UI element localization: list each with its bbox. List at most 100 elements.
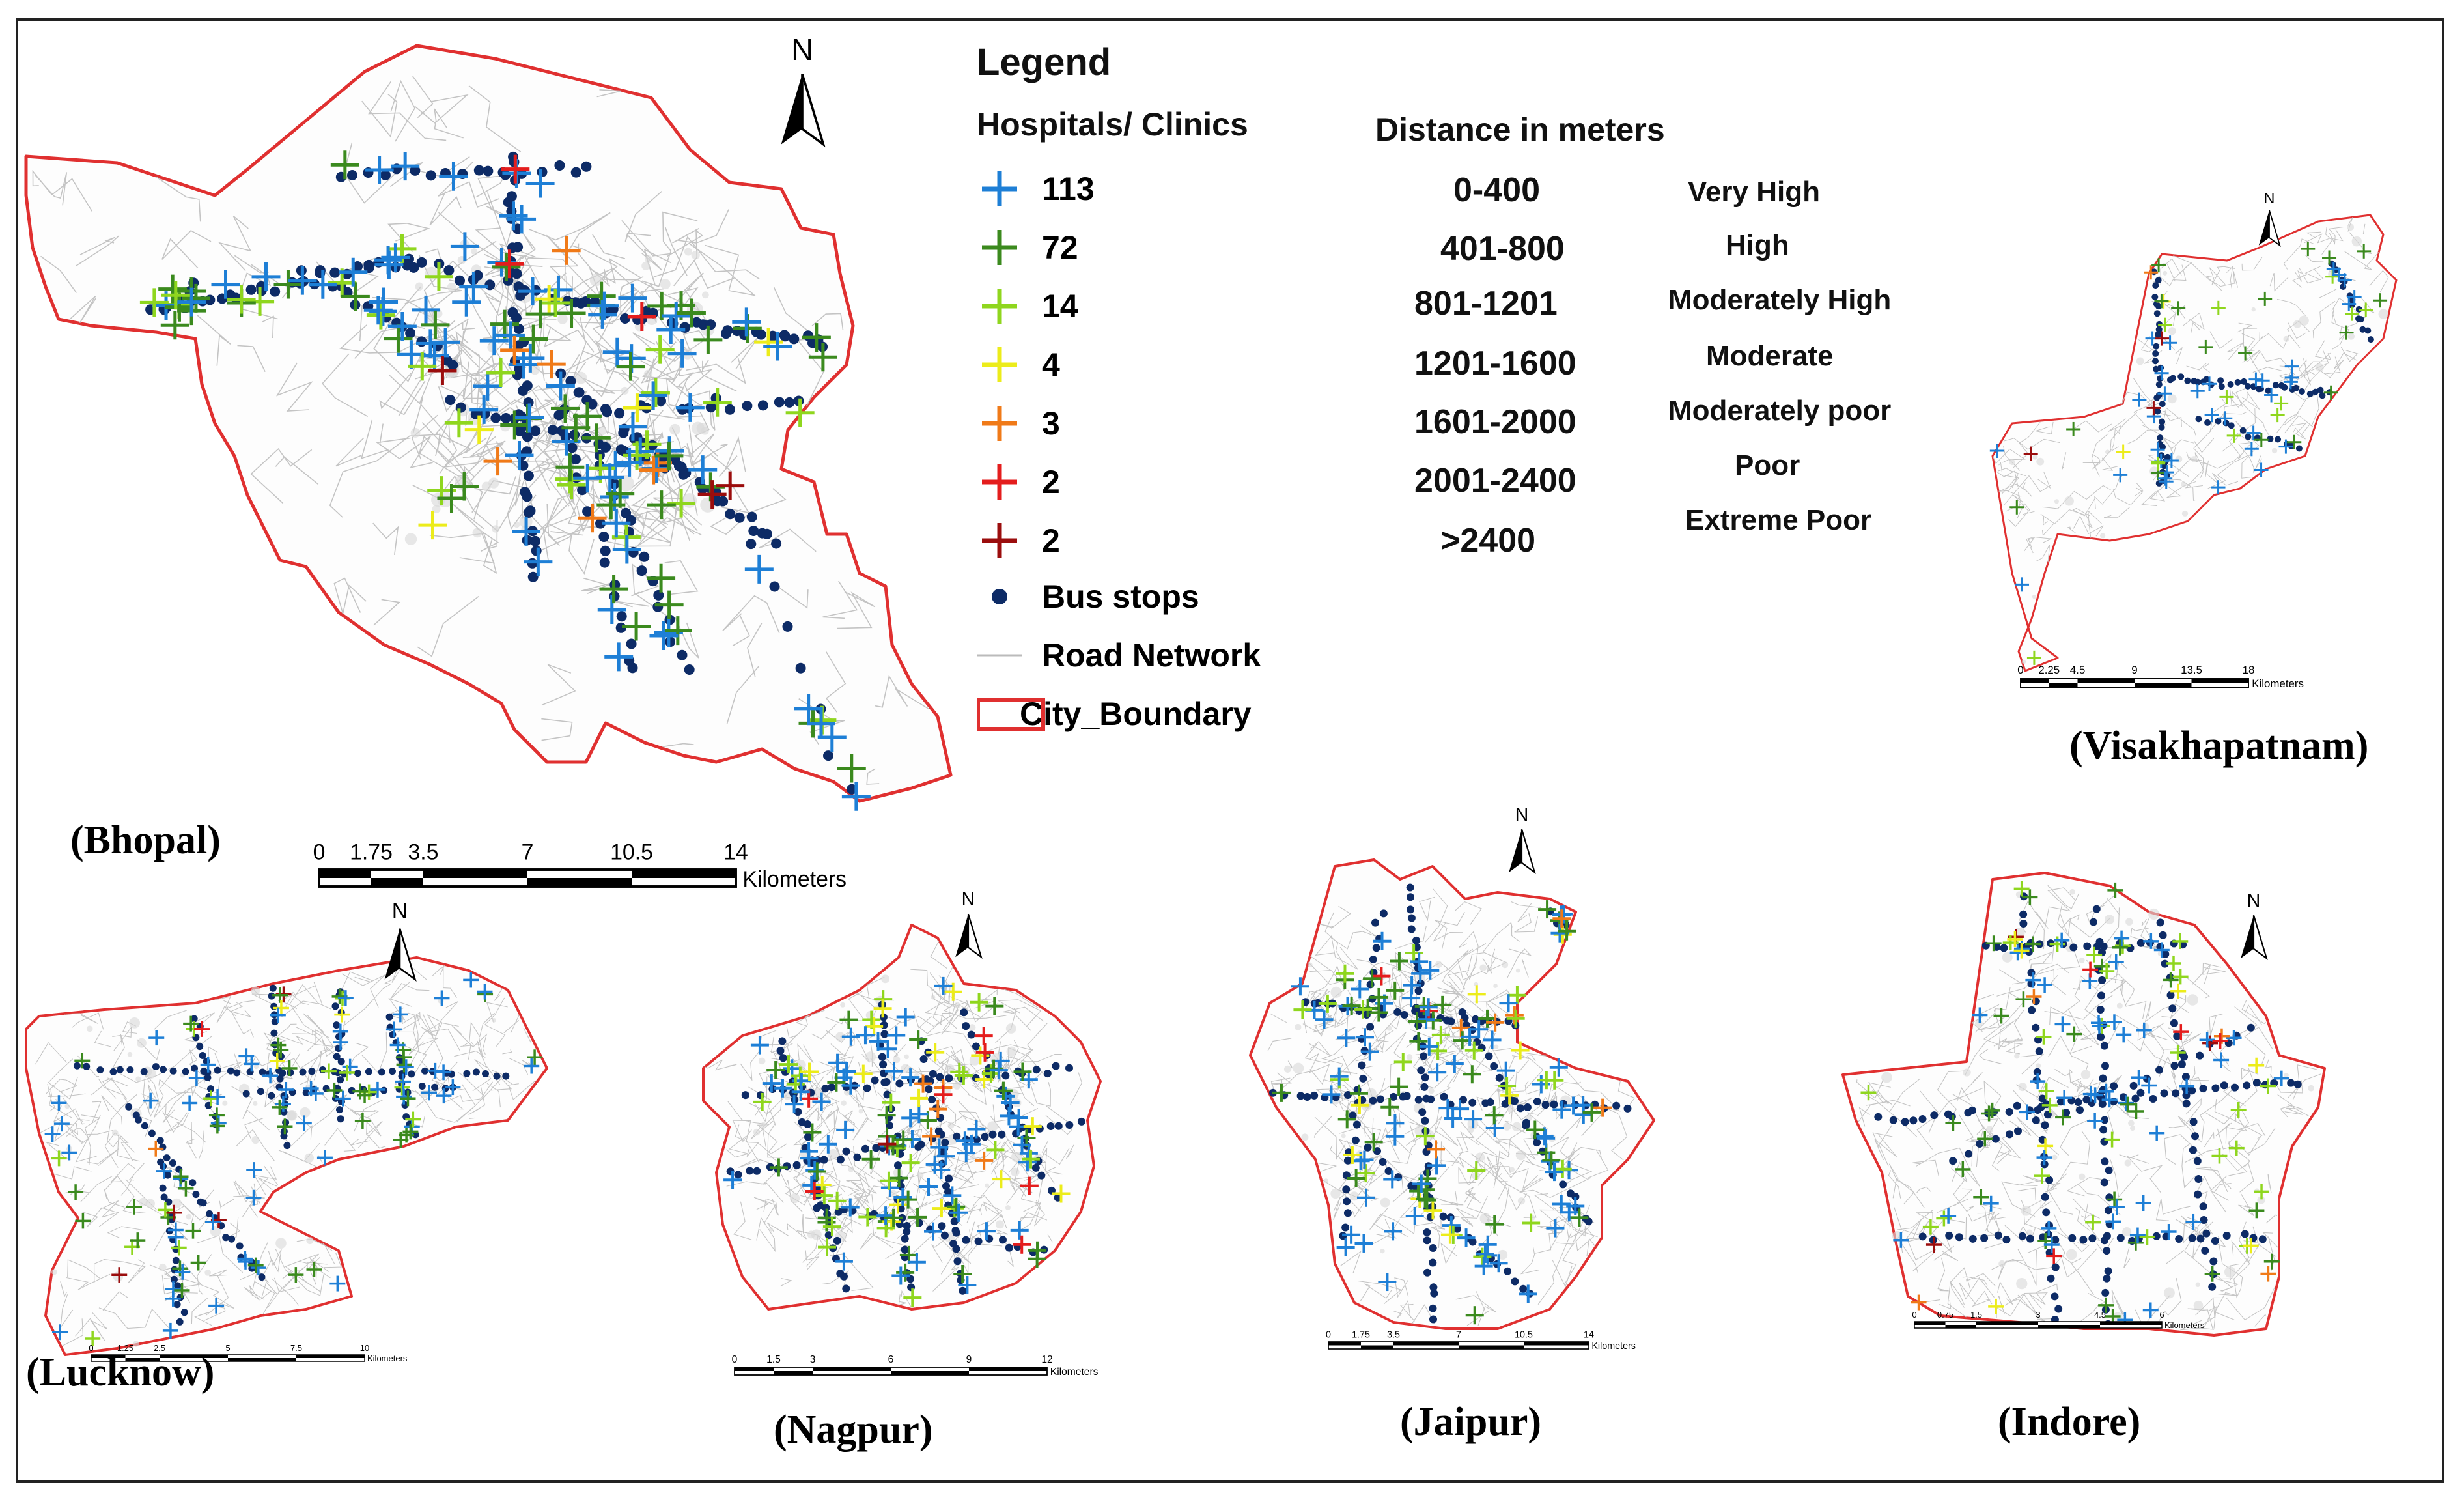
bus-stop bbox=[189, 1179, 197, 1187]
hospital-marker bbox=[158, 274, 188, 304]
bus-stop bbox=[2100, 1042, 2108, 1050]
hospital-marker bbox=[837, 1062, 856, 1081]
built-up-area bbox=[2079, 1173, 2086, 1180]
hospital-marker bbox=[262, 1068, 279, 1084]
hospital-marker bbox=[1453, 1031, 1472, 1050]
built-up-area bbox=[2009, 459, 2015, 466]
bus-stop bbox=[73, 1062, 81, 1070]
bus-stop bbox=[445, 395, 456, 405]
built-up-area bbox=[222, 1100, 228, 1106]
hospital-marker bbox=[2150, 442, 2165, 457]
hospital-marker bbox=[1380, 1098, 1399, 1116]
plus-icon bbox=[977, 518, 1022, 563]
hospital-marker bbox=[335, 1090, 351, 1107]
hospital-marker bbox=[2114, 930, 2130, 946]
built-up-area bbox=[645, 255, 652, 263]
built-up-area bbox=[1301, 1133, 1309, 1141]
hospital-marker bbox=[878, 1135, 897, 1154]
hospital-marker bbox=[1360, 1042, 1379, 1061]
bus-stop bbox=[1005, 1243, 1013, 1252]
bus-stop bbox=[600, 442, 611, 453]
hospital-marker bbox=[174, 1283, 190, 1299]
hospital-marker bbox=[424, 262, 453, 291]
scale-tick-label: 14 bbox=[723, 840, 748, 864]
bus-stop bbox=[1349, 1111, 1357, 1120]
hospital-marker bbox=[1478, 1235, 1497, 1254]
built-up-area bbox=[139, 1197, 148, 1207]
hospital-marker bbox=[1593, 1098, 1612, 1117]
bus-stop bbox=[928, 1096, 936, 1104]
hospital-marker bbox=[395, 1073, 411, 1090]
bus-stop bbox=[755, 329, 766, 340]
built-up-area bbox=[1515, 968, 1520, 973]
bus-stop bbox=[574, 387, 585, 398]
scale-tick-label: 9 bbox=[966, 1354, 972, 1365]
hospital-marker bbox=[412, 295, 441, 324]
bus-stop bbox=[2155, 277, 2162, 284]
bus-stop bbox=[1504, 1267, 1512, 1275]
built-up-area bbox=[2251, 307, 2256, 312]
hospital-marker bbox=[525, 300, 555, 329]
bus-stop bbox=[199, 1052, 206, 1059]
bus-stop bbox=[824, 1231, 833, 1240]
bus-stop bbox=[581, 161, 592, 172]
bus-stop bbox=[1001, 1071, 1010, 1080]
bus-stop bbox=[214, 1066, 221, 1074]
hospital-marker bbox=[2248, 1202, 2265, 1219]
accessibility-label: Extreme Poor bbox=[1685, 504, 1872, 536]
bus-stop bbox=[1358, 1061, 1366, 1070]
hospital-marker bbox=[1023, 1117, 1042, 1136]
built-up-area bbox=[1498, 1249, 1508, 1260]
hospital-marker bbox=[645, 335, 675, 364]
bus-stop bbox=[2079, 1236, 2088, 1244]
hospital-marker bbox=[1354, 1000, 1373, 1019]
hospital-marker bbox=[807, 1162, 826, 1181]
built-up-area bbox=[1330, 1188, 1341, 1199]
hospital-marker bbox=[1522, 1213, 1541, 1232]
bus-stop bbox=[2231, 1083, 2239, 1092]
built-up-area bbox=[2116, 1002, 2123, 1009]
hospital-marker bbox=[985, 997, 1004, 1015]
bus-stop bbox=[1359, 1074, 1367, 1083]
bus-stop bbox=[2002, 1236, 2011, 1244]
bus-stop bbox=[2131, 1094, 2140, 1103]
hospital-marker bbox=[51, 1150, 67, 1167]
bus-stop bbox=[2153, 365, 2159, 373]
hospital-marker bbox=[2013, 943, 2030, 959]
hospital-marker bbox=[1560, 1203, 1578, 1222]
scale-tick-label: 1.5 bbox=[766, 1354, 781, 1365]
hospital-marker bbox=[2248, 1057, 2265, 1073]
bus-stop bbox=[962, 1236, 970, 1244]
hospital-marker bbox=[2015, 577, 2030, 592]
built-up-area bbox=[1517, 1197, 1526, 1205]
bus-stop bbox=[2104, 1206, 2112, 1215]
hospital-marker bbox=[1347, 1169, 1365, 1188]
bus-stop bbox=[929, 1070, 937, 1078]
hospital-marker bbox=[2099, 963, 2115, 980]
hospital-marker bbox=[273, 270, 303, 299]
bus-stop bbox=[2019, 920, 2028, 928]
bus-stop bbox=[879, 1060, 888, 1069]
bus-stop bbox=[903, 1222, 911, 1230]
bus-stop bbox=[405, 328, 416, 339]
hospital-marker bbox=[53, 1116, 70, 1132]
hospital-marker bbox=[1427, 1140, 1446, 1159]
bus-stop bbox=[1523, 1103, 1532, 1111]
bus-stop bbox=[2026, 1234, 2034, 1243]
hospital-marker bbox=[329, 1275, 346, 1292]
legend-hospital-class: 72 bbox=[977, 221, 1078, 274]
bus-stop bbox=[1364, 1143, 1372, 1152]
built-up-area bbox=[807, 1230, 815, 1239]
bus-stop bbox=[416, 336, 427, 347]
city-label-indore: (Indore) bbox=[1998, 1400, 2141, 1444]
hospital-marker bbox=[958, 1276, 977, 1295]
hospital-marker bbox=[2159, 474, 2174, 489]
built-up-area bbox=[2080, 1070, 2091, 1079]
hospital-marker bbox=[1356, 1164, 1375, 1183]
bus-stop bbox=[2159, 418, 2166, 425]
built-up-area bbox=[1293, 1062, 1304, 1074]
bus-stop bbox=[656, 395, 666, 406]
scale-bar-segment bbox=[1914, 1322, 1946, 1325]
bus-stop bbox=[901, 1245, 909, 1254]
hospital-marker bbox=[1553, 1159, 1572, 1178]
